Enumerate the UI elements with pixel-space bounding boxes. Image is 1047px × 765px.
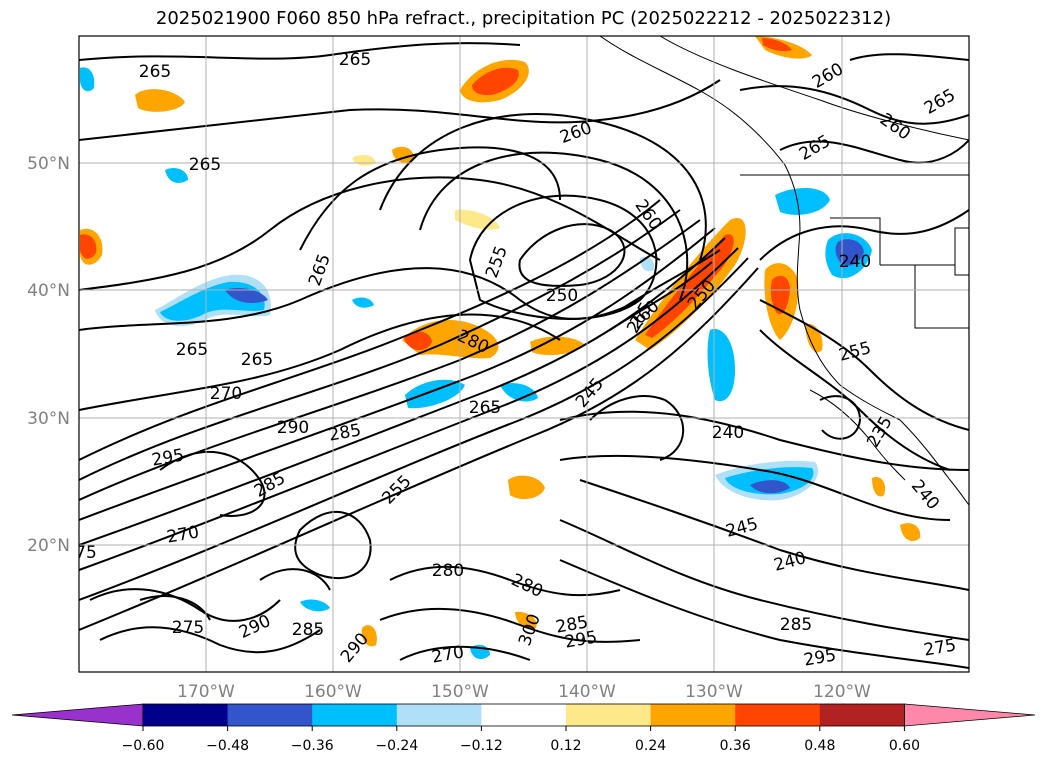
contour-label: 265 <box>189 155 221 175</box>
colorbar-tick-label: 0.36 <box>720 738 751 754</box>
precip-positive-area <box>508 475 545 500</box>
longitude-axis-labels: 170°W 160°W 150°W 140°W 130°W 120°W <box>177 682 871 702</box>
contour-label: 270 <box>210 384 242 404</box>
colorbar-tick-label: −0.12 <box>460 738 503 754</box>
contour-label: 265 <box>139 62 171 82</box>
colorbar-tick-label: 0.48 <box>804 738 835 754</box>
precip-negative-area <box>775 188 830 215</box>
colorbar-tick-label: 0.24 <box>635 738 666 754</box>
contour-label: 280 <box>432 561 464 581</box>
colorbar-tick-label: −0.24 <box>375 738 418 754</box>
precip-positive-area <box>404 331 432 351</box>
contour-label: 240 <box>712 423 744 443</box>
colorbar-tick-label: 0.60 <box>889 738 920 754</box>
map-title: 2025021900 F060 850 hPa refract., precip… <box>155 8 892 29</box>
precip-positive-area <box>900 523 921 542</box>
contour-label: 265 <box>241 350 273 370</box>
contour-label: 75 <box>75 543 97 563</box>
latitude-tick-label: 50°N <box>27 154 70 174</box>
precip-positive-area <box>361 625 377 647</box>
colorbar-tick-label: −0.48 <box>206 738 249 754</box>
refractivity-contours <box>79 42 969 669</box>
precip-positive-area <box>530 336 585 356</box>
contour-label: 285 <box>780 615 812 635</box>
precip-positive-area <box>392 146 415 163</box>
longitude-tick-label: 150°W <box>431 682 489 702</box>
contour-label: 250 <box>546 286 578 306</box>
contour-label: 285 <box>292 620 324 640</box>
precip-negative-area <box>225 288 268 303</box>
colorbar-segment <box>143 704 229 726</box>
precip-negative-area <box>80 67 95 92</box>
precip-negative-area <box>405 379 465 409</box>
precip-negative-area <box>500 383 538 402</box>
precip-positive-area <box>515 611 537 630</box>
colorbar: −0.60 −0.48 −0.36 −0.24 −0.12 0.12 0.24 0.36 0.4… <box>11 703 1036 754</box>
graticule <box>79 36 969 672</box>
latitude-tick-label: 40°N <box>27 281 70 301</box>
precip-negative-area <box>352 297 374 308</box>
precip-positive-area <box>770 275 790 314</box>
longitude-tick-label: 140°W <box>558 682 616 702</box>
colorbar-segment <box>566 704 652 726</box>
precip-positive-area <box>872 476 886 497</box>
longitude-tick-label: 130°W <box>685 682 743 702</box>
precip-negative-area <box>835 239 864 266</box>
precip-positive-area <box>762 38 792 52</box>
longitude-tick-label: 120°W <box>813 682 871 702</box>
precip-positive-area <box>472 67 519 96</box>
longitude-tick-label: 170°W <box>177 682 235 702</box>
precip-positive-area <box>135 89 185 112</box>
map-frame <box>78 35 970 673</box>
precip-negative-area <box>165 168 188 183</box>
colorbar-segment <box>819 704 905 726</box>
contour-label: 265 <box>469 398 501 418</box>
contour-label: 275 <box>172 618 204 638</box>
precip-negative-area <box>750 480 790 494</box>
colorbar-arrow-min <box>11 703 144 727</box>
colorbar-tick-label: −0.60 <box>122 738 165 754</box>
colorbar-segment <box>312 704 398 726</box>
colorbar-tick-label: −0.36 <box>291 738 334 754</box>
precip-positive-area <box>80 234 97 259</box>
colorbar-tick-label: 0.12 <box>550 738 581 754</box>
colorbar-segment <box>481 704 567 726</box>
coastline <box>599 36 969 506</box>
colorbar-segment <box>396 704 482 726</box>
precip-negative-area <box>300 599 330 612</box>
contour-label: 265 <box>339 50 371 70</box>
contour-label: 240 <box>839 252 871 272</box>
longitude-tick-label: 160°W <box>304 682 362 702</box>
latitude-tick-label: 20°N <box>27 536 70 556</box>
colorbar-arrow-max <box>904 703 1036 727</box>
colorbar-segment <box>735 704 821 726</box>
contour-label: 265 <box>176 340 208 360</box>
latitude-axis-labels: 50°N 40°N 30°N 20°N <box>27 154 70 556</box>
contour-label: 290 <box>277 418 309 438</box>
colorbar-segment <box>650 704 736 726</box>
latitude-tick-label: 30°N <box>27 409 70 429</box>
colorbar-segment <box>227 704 313 726</box>
